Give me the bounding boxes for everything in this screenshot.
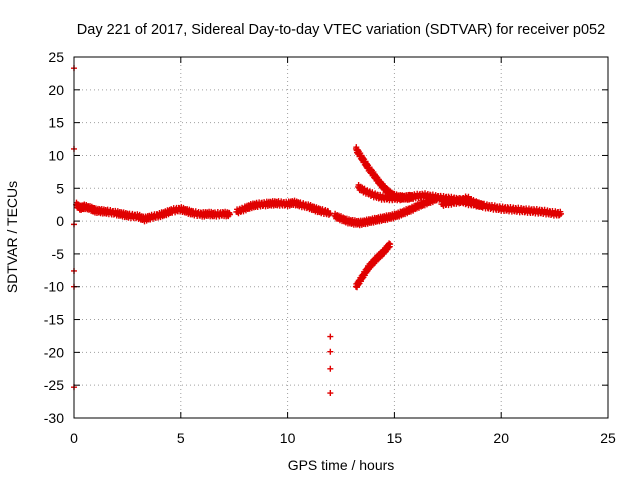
series-baseline-early xyxy=(73,199,233,225)
data-point xyxy=(366,188,373,195)
plot-frame xyxy=(73,56,609,419)
y-tick-label: 10 xyxy=(48,147,64,163)
x-tick-label: 15 xyxy=(387,430,403,446)
x-tick-label: 25 xyxy=(600,430,616,446)
y-tick-label: -5 xyxy=(52,246,65,262)
series-baseline-late xyxy=(438,193,565,219)
data-point xyxy=(327,365,334,372)
y-tick-label: -15 xyxy=(44,312,64,328)
y-tick-label: -30 xyxy=(44,410,64,426)
y-tick-label: 25 xyxy=(48,49,64,65)
y-tick-label: 0 xyxy=(56,213,64,229)
y-tick-label: 20 xyxy=(48,82,64,98)
series-outliers xyxy=(71,65,334,397)
x-axis-label: GPS time / hours xyxy=(288,457,395,473)
data-point xyxy=(387,241,394,248)
data-point xyxy=(326,210,333,217)
data-point xyxy=(558,210,565,217)
series-rising-branch xyxy=(352,240,394,291)
grid xyxy=(74,57,608,418)
x-tick-label: 10 xyxy=(280,430,296,446)
axis-ticks: 0 5 10 15 20 25 -30 -25 -20 -15 -10 -5 0 5 10 15 20 25 xyxy=(44,49,616,446)
data-point xyxy=(327,348,334,355)
chart-title: Day 221 of 2017, Sidereal Day-to-day VTE… xyxy=(77,22,605,38)
data-point xyxy=(461,198,468,205)
x-tick-label: 20 xyxy=(493,430,509,446)
x-tick-label: 0 xyxy=(70,430,78,446)
y-tick-label: 5 xyxy=(56,180,64,196)
data-point xyxy=(226,211,233,218)
x-tick-label: 5 xyxy=(177,430,185,446)
data-points xyxy=(71,65,565,397)
data-point xyxy=(327,390,334,397)
series-baseline-mid xyxy=(233,197,334,218)
series-dip-around-noon xyxy=(331,194,441,229)
y-tick-label: 15 xyxy=(48,115,64,131)
y-tick-label: -25 xyxy=(44,377,64,393)
data-point xyxy=(327,333,334,340)
y-tick-label: -20 xyxy=(44,344,64,360)
y-axis-label: SDTVAR / TECUs xyxy=(4,181,20,293)
y-tick-label: -10 xyxy=(44,279,64,295)
